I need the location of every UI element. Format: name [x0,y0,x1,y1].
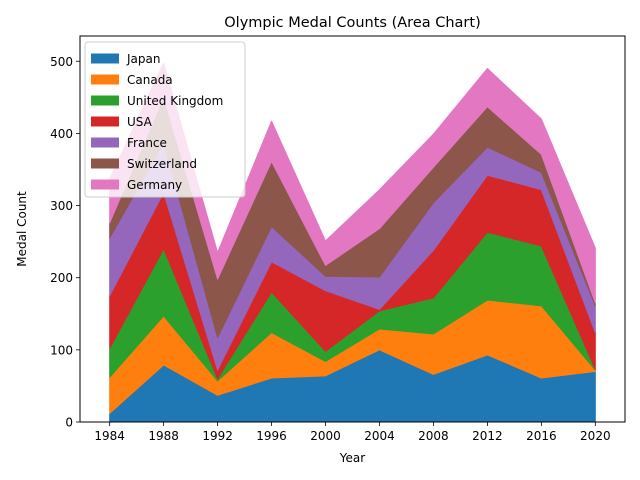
legend-label: United Kingdom [127,94,223,108]
area-germany [109,62,596,304]
legend-swatch [91,137,119,148]
chart-title: Olympic Medal Counts (Area Chart) [224,15,480,31]
x-axis-label: Year [339,451,365,465]
area-layers [109,62,596,423]
legend-box [84,41,246,198]
x-tick-label: 2012 [472,429,503,443]
x-axis-ticks: 1984 1988 1992 1996 2000 2004 2008 2012 2016 2020 [94,422,611,443]
plot-frame [79,35,626,423]
legend-swatch [91,95,119,106]
legend-label: Japan [126,52,160,66]
y-tick-label: 100 [50,343,73,357]
y-axis-ticks: 0 100 200 300 400 500 [50,55,80,430]
legend-swatch [91,53,119,64]
x-tick-label: 1992 [202,429,233,443]
legend-swatch [91,158,119,169]
y-axis-label: Medal Count [15,191,29,267]
legend-swatch [91,116,119,127]
legend-swatch [91,179,119,190]
y-tick-label: 500 [50,55,73,69]
legend-label: USA [127,115,153,129]
y-tick-label: 400 [50,127,73,141]
y-tick-label: 300 [50,199,73,213]
x-tick-label: 1996 [256,429,287,443]
x-tick-label: 2004 [364,429,395,443]
legend-label: Canada [127,73,173,87]
legend-swatch [91,74,119,85]
x-tick-label: 2020 [580,429,611,443]
x-tick-label: 1988 [148,429,179,443]
x-tick-label: 1984 [94,429,125,443]
y-tick-label: 0 [65,416,73,430]
legend-label: Switzerland [127,157,197,171]
legend: Japan Canada United Kingdom USA France Switze… [84,41,246,198]
legend-label: Germany [127,178,182,192]
x-tick-label: 2000 [310,429,341,443]
y-tick-label: 200 [50,271,73,285]
x-tick-label: 2008 [418,429,449,443]
legend-label: France [127,136,167,150]
x-tick-label: 2016 [526,429,557,443]
